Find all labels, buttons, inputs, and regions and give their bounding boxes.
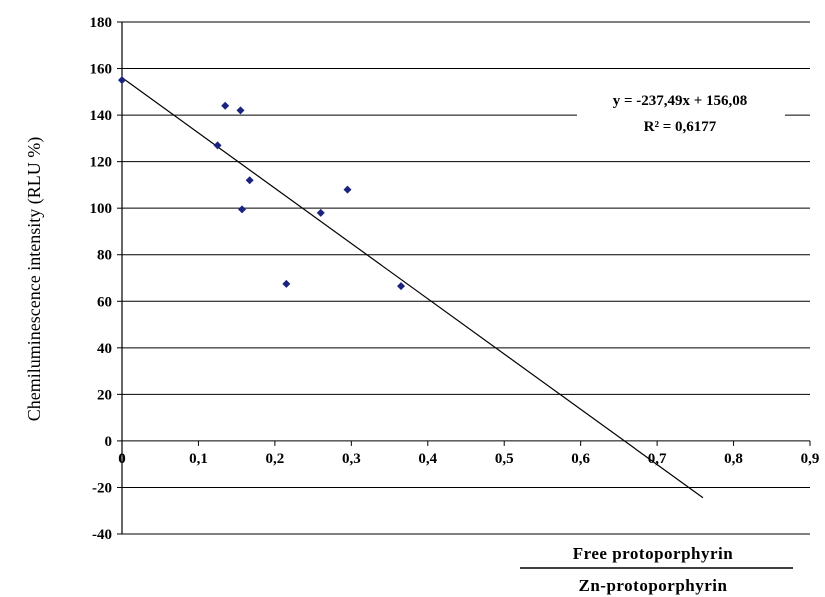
y-tick-label: 140	[90, 108, 113, 124]
data-point	[316, 208, 325, 217]
y-tick-label: 0	[105, 434, 113, 450]
x-tick-label: 0	[118, 451, 126, 467]
y-tick-label: 120	[90, 155, 113, 171]
x-tick-label: 0,2	[266, 451, 285, 467]
equation-box	[577, 86, 785, 152]
x-tick-label: 0,3	[342, 451, 361, 467]
r-squared-label: R² = 0,6177	[644, 119, 717, 135]
x-tick-label: 0,5	[495, 451, 514, 467]
data-point	[118, 76, 126, 85]
x-label-denominator: Zn-protoporphyrin	[579, 576, 728, 595]
x-tick-label: 0,9	[801, 451, 820, 467]
data-point	[213, 141, 222, 150]
x-tick-label: 0,6	[571, 451, 590, 467]
data-points	[118, 76, 406, 291]
y-tick-labels: -40 -20 0 20 40 60 80 100 120 140 160 180	[90, 15, 122, 543]
x-tick-label: 0,8	[724, 451, 743, 467]
data-point	[245, 176, 254, 185]
y-tick-label: 40	[97, 341, 112, 357]
data-point	[221, 101, 230, 110]
data-point	[397, 282, 406, 291]
x-tick-labels: 0 0,1 0,2 0,3 0,4 0,5 0,6 0,7 0,8 0,9	[118, 440, 820, 467]
x-tick-label: 0,7	[648, 451, 667, 467]
data-point	[343, 185, 352, 194]
y-tick-label: 180	[90, 15, 113, 31]
data-point	[236, 106, 245, 115]
data-point	[238, 205, 247, 214]
data-point	[282, 279, 291, 288]
y-tick-label: -20	[92, 480, 112, 496]
y-tick-label: -40	[92, 527, 112, 543]
x-label-numerator: Free protoporphyrin	[573, 544, 733, 563]
y-tick-label: 100	[90, 201, 113, 217]
y-tick-label: 160	[90, 62, 113, 78]
y-tick-label: 80	[97, 248, 112, 264]
y-axis-label: Chemiluminescence intensity (RLU %)	[24, 137, 45, 421]
y-tick-label: 20	[97, 387, 112, 403]
trendline-equation: y = -237,49x + 156,08	[613, 93, 748, 109]
x-tick-label: 0,4	[418, 451, 437, 467]
y-tick-label: 60	[97, 294, 112, 310]
x-tick-label: 0,1	[189, 451, 208, 467]
